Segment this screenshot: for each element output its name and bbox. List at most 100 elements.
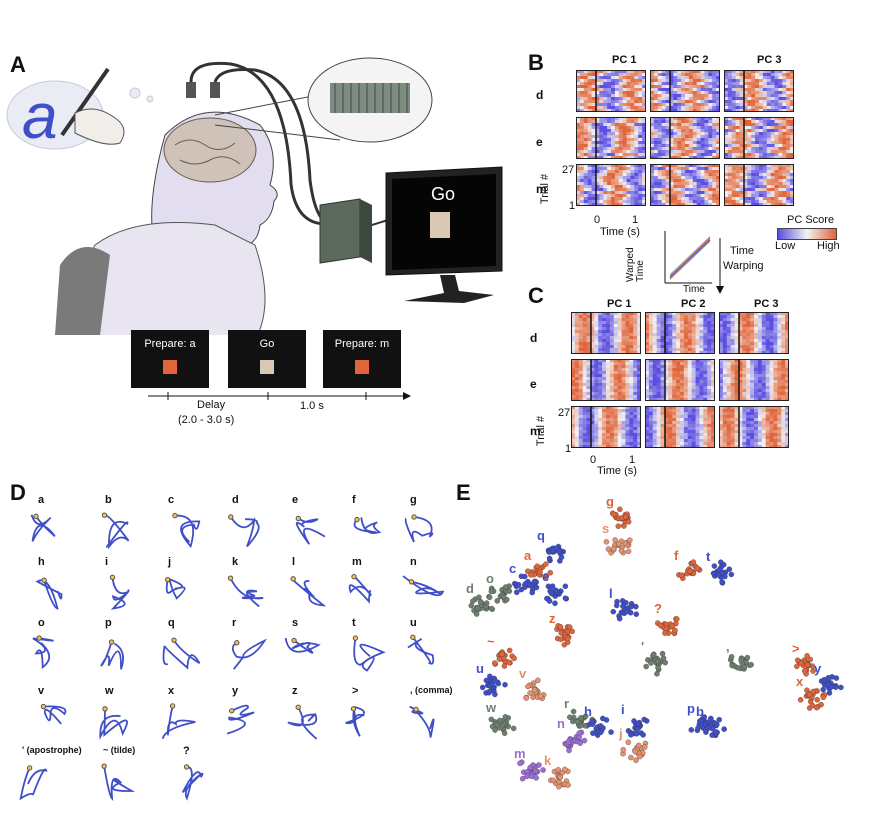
cluster-label: v [519, 666, 527, 681]
cluster-label: k [544, 753, 552, 768]
row-label-d: d [536, 88, 544, 102]
character-trajectory [295, 515, 326, 545]
panel-d-letter: D [10, 480, 26, 505]
panel-b-letter: B [528, 50, 544, 75]
cluster-label: , [726, 639, 730, 654]
cluster-i: i [621, 702, 650, 738]
pc-heatmap [571, 359, 641, 401]
time-axis-label: Time (s) [597, 465, 637, 477]
pc-heatmap [650, 117, 720, 159]
cluster-label: r [564, 696, 569, 711]
body-silhouette [81, 222, 266, 335]
row-label-e: e [530, 377, 537, 391]
trial-tick-top: 27 [558, 407, 571, 419]
timeline-delay-range: (2.0 - 3.0 s) [178, 414, 235, 426]
row-label-e: e [536, 135, 543, 149]
cluster-label: z [549, 611, 556, 626]
character-label: c [168, 494, 175, 506]
warp-y-label: Warped Time [625, 247, 646, 282]
cluster-label: d [466, 581, 474, 596]
character-label: q [168, 617, 175, 629]
cluster-q: q [537, 528, 566, 564]
pc-heatmap [724, 117, 794, 159]
trial-tick-bottom: 1 [569, 200, 576, 212]
warp-arrow-label-1: Time [730, 245, 755, 257]
cluster-label: > [792, 641, 800, 656]
character-label: x [168, 685, 175, 697]
cluster-label: m [514, 746, 526, 761]
time-tick: 0 [594, 214, 601, 226]
cluster-?: ? [654, 601, 680, 637]
character-label: z [292, 685, 298, 697]
cluster-m: m [514, 746, 546, 782]
cluster-label: w [485, 700, 497, 715]
pc-heatmap [650, 164, 720, 206]
panel-e-letter: E [456, 480, 471, 505]
pc-title: PC 3 [757, 54, 782, 66]
character-trajectory [30, 513, 56, 542]
pc-title: PC 2 [681, 298, 706, 310]
character-label: b [105, 494, 112, 506]
task-cue-square [163, 360, 177, 374]
colorbar-title: PC Score [787, 214, 835, 226]
cluster-j: j [618, 726, 649, 764]
cluster-~: ~ [487, 634, 517, 669]
cluster-label: ? [654, 601, 662, 616]
character-label: e [292, 494, 299, 506]
cluster-d: d [466, 581, 495, 617]
character-trajectory [231, 638, 267, 670]
pc-heatmap [645, 359, 715, 401]
cluster-label: i [621, 702, 625, 717]
time-tick: 1 [629, 454, 636, 466]
cluster-label: e [542, 569, 549, 584]
cluster-label: x [796, 674, 804, 689]
trial-axis-label: Trial # [539, 173, 552, 205]
cluster-label: g [606, 494, 614, 509]
time-tick: 1 [632, 214, 639, 226]
cluster->: > [792, 641, 816, 677]
cluster-label: o [486, 571, 494, 586]
pc-heatmap [645, 312, 715, 354]
cluster-t: t [706, 549, 735, 586]
cluster-label: f [674, 548, 679, 563]
warp-x-label: Time [683, 284, 705, 295]
character-label: t [352, 617, 356, 629]
cluster-y: y [814, 661, 844, 696]
character-trajectory [181, 764, 204, 801]
pc-heatmap [645, 406, 715, 448]
character-trajectory [100, 639, 124, 670]
character-label: p [105, 617, 112, 629]
trial-tick-top: 27 [562, 164, 575, 176]
time-tick: 0 [590, 454, 597, 466]
cluster-label: ~ [487, 634, 495, 649]
character-trajectory [284, 637, 321, 654]
task-cue-square [260, 360, 274, 374]
cluster-label: y [814, 661, 822, 676]
character-trajectory [409, 706, 435, 738]
cluster-f: f [674, 548, 703, 581]
character-trajectory [345, 706, 365, 737]
cluster-s: s [602, 521, 633, 556]
cluster-label: h [584, 704, 592, 719]
time-warp-inset [664, 231, 724, 294]
character-label: v [38, 685, 45, 697]
cluster-b: b [696, 704, 727, 739]
cluster-l: l [609, 586, 640, 622]
character-trajectory [19, 765, 48, 801]
character-trajectory [352, 635, 386, 672]
pc-heatmap [719, 312, 789, 354]
pen-icon [60, 67, 110, 137]
cluster-label: c [509, 561, 516, 576]
trial-axis-label: Trial # [535, 415, 548, 447]
cluster-label: a [524, 548, 532, 563]
pc-heatmap [719, 406, 789, 448]
cluster-label: ' [641, 639, 644, 654]
cluster-label: j [618, 726, 623, 741]
character-label: d [232, 494, 239, 506]
cluster-e: e [542, 569, 570, 607]
character-trajectory [404, 514, 434, 543]
character-trajectory [348, 574, 373, 604]
panel-a-letter: A [10, 52, 26, 77]
pc-heatmap [576, 70, 646, 112]
pc-heatmap [724, 70, 794, 112]
